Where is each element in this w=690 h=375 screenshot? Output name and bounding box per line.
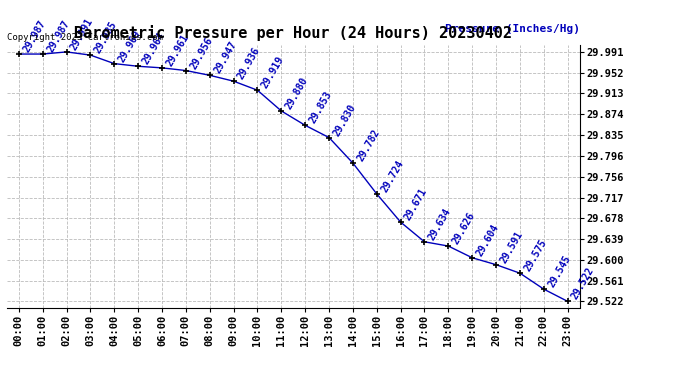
Text: 29.853: 29.853 — [308, 90, 334, 125]
Text: Pressure (Inches/Hg): Pressure (Inches/Hg) — [444, 24, 580, 34]
Text: 29.830: 29.830 — [331, 102, 357, 138]
Text: 29.985: 29.985 — [92, 20, 119, 55]
Text: 29.987: 29.987 — [21, 18, 48, 54]
Text: Copyright 2023 Cartronics.com: Copyright 2023 Cartronics.com — [7, 33, 163, 42]
Text: 29.919: 29.919 — [260, 55, 286, 90]
Text: 29.991: 29.991 — [69, 16, 95, 52]
Text: 29.947: 29.947 — [212, 40, 239, 75]
Text: 29.961: 29.961 — [164, 32, 190, 68]
Text: 29.987: 29.987 — [45, 18, 71, 54]
Text: 29.604: 29.604 — [475, 222, 501, 258]
Text: 29.724: 29.724 — [380, 158, 406, 194]
Text: 29.969: 29.969 — [117, 28, 143, 64]
Text: 29.545: 29.545 — [546, 254, 573, 289]
Text: 29.575: 29.575 — [522, 238, 549, 273]
Text: 29.880: 29.880 — [284, 75, 310, 111]
Title: Barometric Pressure per Hour (24 Hours) 20230402: Barometric Pressure per Hour (24 Hours) … — [75, 25, 512, 41]
Text: 29.626: 29.626 — [451, 210, 477, 246]
Text: 29.964: 29.964 — [141, 31, 167, 66]
Text: 29.591: 29.591 — [498, 229, 525, 265]
Text: 29.936: 29.936 — [236, 46, 262, 81]
Text: 29.782: 29.782 — [355, 128, 382, 163]
Text: 29.634: 29.634 — [427, 206, 453, 242]
Text: 29.671: 29.671 — [403, 187, 429, 222]
Text: 29.956: 29.956 — [188, 35, 215, 70]
Text: 29.522: 29.522 — [570, 266, 596, 302]
